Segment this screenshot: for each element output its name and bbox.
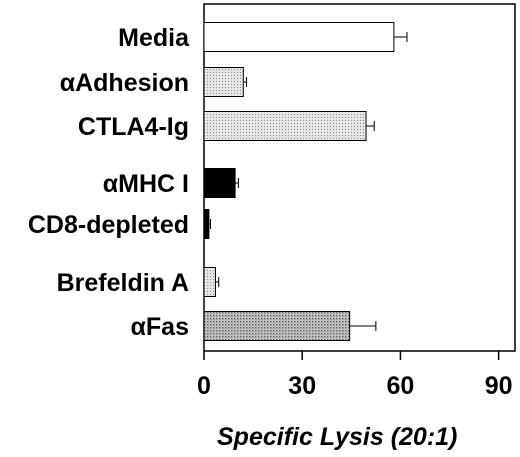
x-axis-label: Specific Lysis (20:1) bbox=[217, 423, 457, 451]
category-label-4: CD8-depleted bbox=[28, 211, 189, 239]
bar-0 bbox=[203, 22, 395, 52]
x-tick-label-2: 60 bbox=[387, 372, 415, 400]
error-bar-3 bbox=[235, 178, 239, 188]
bar-4 bbox=[203, 209, 210, 239]
bar-5 bbox=[203, 267, 216, 297]
x-tick-label-3: 90 bbox=[485, 372, 513, 400]
plot-frame bbox=[203, 3, 516, 352]
category-label-0: Media bbox=[118, 24, 190, 52]
category-label-1: αAdhesion bbox=[60, 69, 189, 97]
error-bar-1 bbox=[243, 77, 248, 87]
category-label-6: αFas bbox=[131, 313, 189, 341]
category-label-2: CTLA4-Ig bbox=[78, 113, 189, 141]
error-bar-5 bbox=[215, 277, 220, 287]
bar-2 bbox=[203, 111, 367, 141]
error-bar-4 bbox=[208, 219, 212, 229]
bar-6 bbox=[203, 311, 351, 341]
error-bar-2 bbox=[366, 121, 375, 131]
category-label-5: Brefeldin A bbox=[57, 269, 189, 297]
error-bar-6 bbox=[349, 321, 377, 331]
x-tick-label-0: 0 bbox=[197, 372, 211, 400]
error-bar-0 bbox=[393, 32, 408, 42]
category-label-3: αMHC I bbox=[103, 170, 189, 198]
x-tick-label-1: 30 bbox=[288, 372, 316, 400]
bar-1 bbox=[203, 67, 244, 97]
bar-3 bbox=[203, 168, 236, 198]
